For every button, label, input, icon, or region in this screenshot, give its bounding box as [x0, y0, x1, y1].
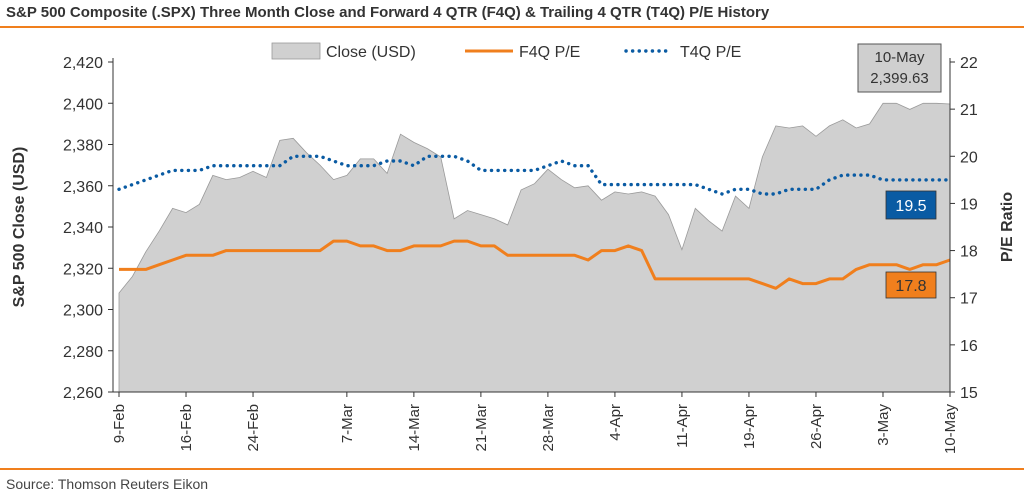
x-tick-label: 4-Apr	[607, 404, 624, 441]
close-area	[118, 102, 951, 393]
legend: Close (USD) F4Q P/E T4Q P/E	[271, 42, 741, 61]
x-tick-label: 9-Feb	[111, 404, 128, 443]
x-tick-label: 19-Apr	[741, 404, 758, 449]
x-tick-label: 14-Mar	[406, 404, 423, 452]
left-tick-label: 2,340	[63, 220, 103, 237]
legend-close-label: Close (USD)	[326, 44, 416, 61]
x-tick-label: 24-Feb	[245, 404, 262, 452]
axes-layer: 2,260 2,280 2,300 2,320 2,340 2,360 2,380 2,400…	[11, 55, 1016, 454]
legend-close-swatch	[271, 42, 321, 60]
left-tick-label: 2,260	[63, 385, 103, 402]
f4q-value-label: 17.8	[895, 278, 926, 295]
right-tick-label: 19	[960, 196, 978, 213]
x-tick-label: 26-Apr	[808, 404, 825, 449]
pe-lines-layer	[117, 154, 952, 290]
x-tick-label: 3-May	[875, 404, 892, 446]
legend-f4q-label: F4Q P/E	[519, 44, 580, 61]
t4q-value-label: 19.5	[895, 198, 926, 215]
right-axis-title: P/E Ratio	[999, 192, 1016, 262]
right-tick-label: 22	[960, 55, 978, 72]
close-area-layer	[118, 102, 951, 393]
x-tick-label: 10-May	[942, 404, 959, 455]
x-tick-label: 28-Mar	[540, 404, 557, 452]
source-note: Source: Thomson Reuters Eikon	[6, 476, 209, 492]
last-close-callout	[857, 43, 942, 93]
last-close-date: 10-May	[874, 49, 925, 66]
left-tick-label: 2,380	[63, 138, 103, 155]
left-tick-label: 2,280	[63, 344, 103, 361]
right-tick-label: 18	[960, 244, 978, 261]
f4q-value-badge	[885, 271, 937, 299]
x-tick-label: 11-Apr	[674, 404, 691, 448]
t4q-value-badge	[885, 190, 937, 220]
left-axis-title: S&P 500 Close (USD)	[11, 147, 28, 308]
left-tick-label: 2,360	[63, 179, 103, 196]
right-tick-label: 21	[960, 102, 978, 119]
x-tick-label: 7-Mar	[339, 404, 356, 443]
left-tick-label: 2,320	[63, 261, 103, 278]
x-tick-label: 16-Feb	[178, 404, 195, 452]
legend-t4q-label: T4Q P/E	[680, 44, 741, 61]
f4q-line	[119, 239, 951, 290]
chart-title: S&P 500 Composite (.SPX) Three Month Clo…	[6, 4, 770, 21]
right-tick-label: 17	[960, 291, 978, 308]
last-close-value: 2,399.63	[870, 70, 928, 87]
right-tick-label: 15	[960, 385, 978, 402]
left-tick-label: 2,420	[63, 55, 103, 72]
x-tick-label: 21-Mar	[473, 404, 490, 452]
left-tick-label: 2,300	[63, 303, 103, 320]
right-tick-label: 16	[960, 338, 978, 355]
annotations-layer: 10-May 2,399.63 19.5 17.8	[857, 43, 942, 299]
right-tick-label: 20	[960, 149, 978, 166]
t4q-line	[117, 154, 952, 196]
left-tick-label: 2,400	[63, 96, 103, 113]
